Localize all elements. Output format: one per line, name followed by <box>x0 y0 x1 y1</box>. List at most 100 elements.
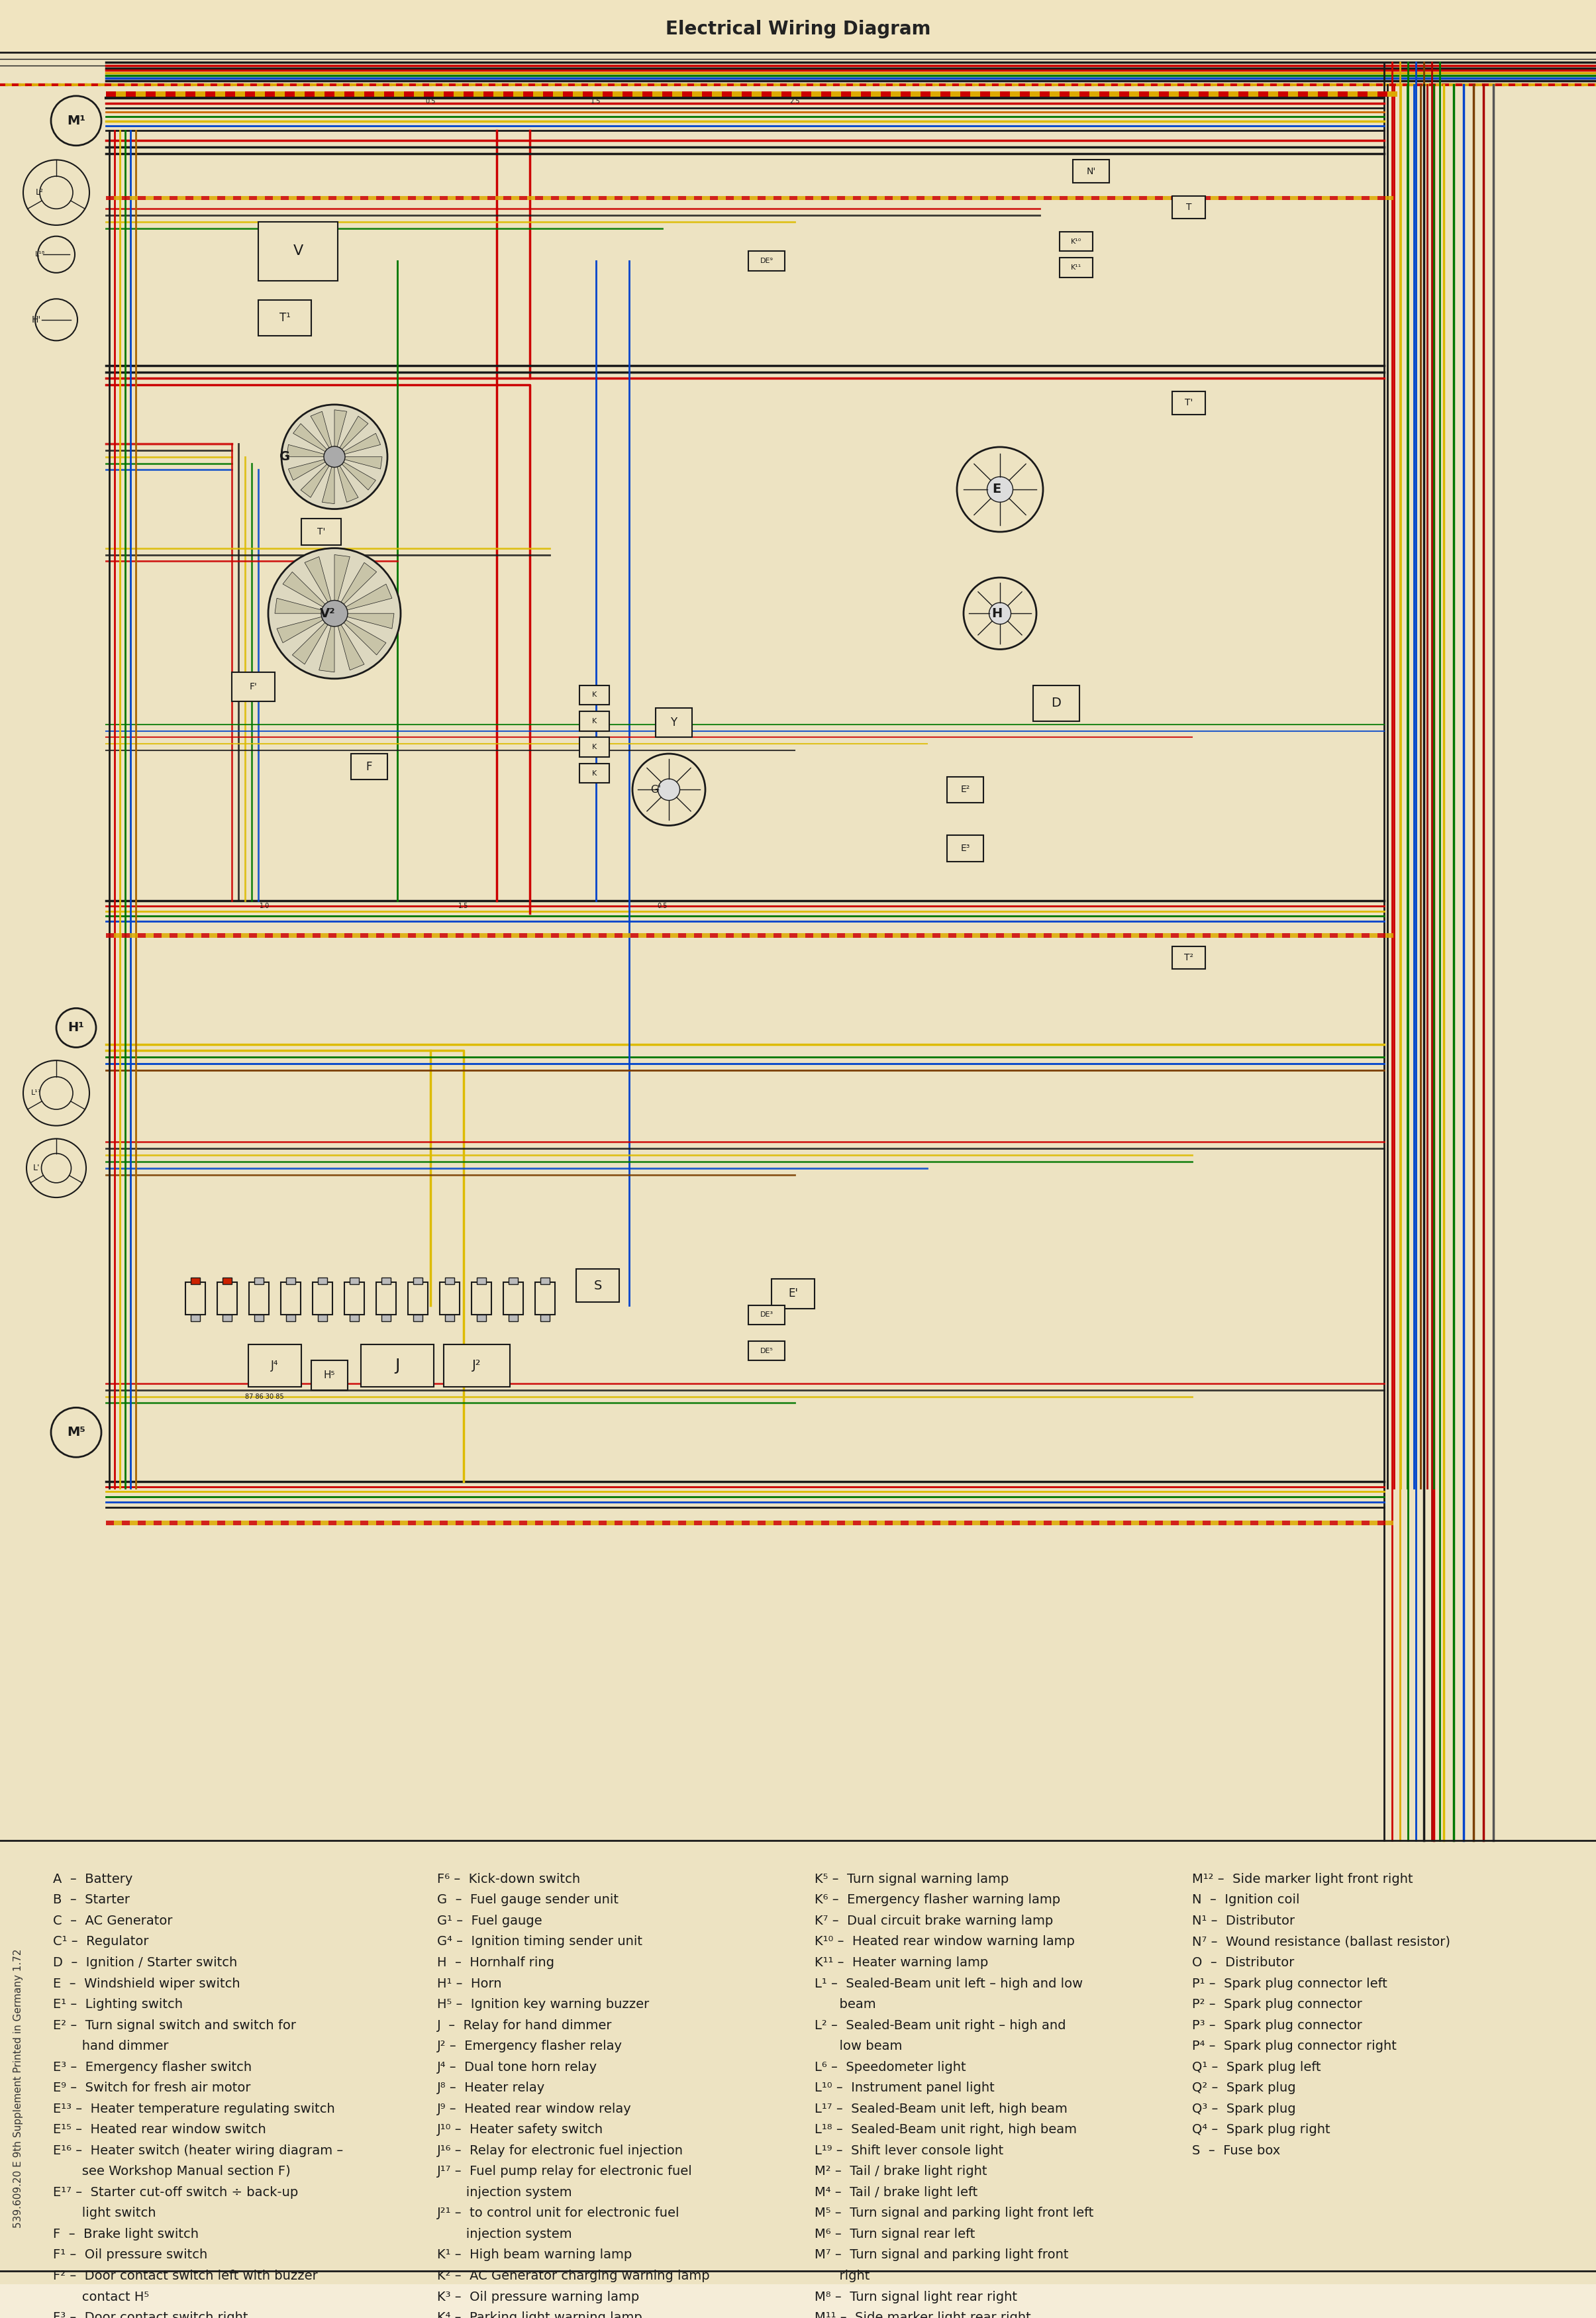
Bar <box>329 1521 337 1525</box>
Bar <box>447 1521 455 1525</box>
Bar <box>286 1277 295 1284</box>
Bar <box>484 90 493 97</box>
Bar <box>1226 195 1234 199</box>
Bar <box>1171 1521 1179 1525</box>
Bar <box>1290 934 1298 939</box>
Bar <box>337 195 345 199</box>
Bar <box>297 934 305 939</box>
Bar <box>353 1521 361 1525</box>
Bar <box>806 1521 814 1525</box>
Bar <box>1073 160 1109 183</box>
Bar <box>1377 195 1385 199</box>
Text: K: K <box>592 719 597 726</box>
Bar <box>851 90 860 97</box>
Bar <box>463 1521 471 1525</box>
Bar <box>225 90 235 97</box>
Text: 0.5: 0.5 <box>658 902 667 909</box>
Bar <box>361 195 369 199</box>
Bar <box>455 1521 463 1525</box>
Bar <box>169 1521 177 1525</box>
Bar <box>137 1521 145 1525</box>
Bar <box>1163 195 1171 199</box>
Text: J⁴: J⁴ <box>271 1361 279 1372</box>
Text: K: K <box>592 770 597 777</box>
Text: M⁶ –  Turn signal rear left: M⁶ – Turn signal rear left <box>814 2228 975 2242</box>
Bar <box>822 934 830 939</box>
Bar <box>1069 90 1079 97</box>
Bar <box>868 934 876 939</box>
Bar <box>249 1521 257 1525</box>
Bar <box>718 1521 726 1525</box>
Bar <box>771 90 782 97</box>
Polygon shape <box>335 554 350 600</box>
Bar <box>900 1521 908 1525</box>
Bar <box>166 90 176 97</box>
Bar <box>509 1314 517 1321</box>
Bar <box>1234 195 1242 199</box>
Bar <box>972 1521 980 1525</box>
Bar <box>361 934 369 939</box>
Bar <box>1189 90 1199 97</box>
Bar <box>1258 1521 1266 1525</box>
Bar <box>567 1521 575 1525</box>
Bar <box>519 195 527 199</box>
Bar <box>1258 934 1266 939</box>
Bar <box>972 195 980 199</box>
Bar <box>836 195 844 199</box>
Bar <box>1079 90 1090 97</box>
Bar <box>281 1521 289 1525</box>
Text: K¹ –  High beam warning lamp: K¹ – High beam warning lamp <box>437 2248 632 2262</box>
Bar <box>988 195 996 199</box>
Bar <box>121 934 129 939</box>
Bar <box>980 90 990 97</box>
Bar <box>393 934 401 939</box>
Bar <box>105 1521 113 1525</box>
Bar <box>479 195 487 199</box>
Bar <box>1234 934 1242 939</box>
Bar <box>265 934 273 939</box>
Bar <box>712 90 721 97</box>
Bar <box>884 934 892 939</box>
Bar <box>217 1521 225 1525</box>
Bar <box>361 1521 369 1525</box>
Text: Q³ –  Spark plug: Q³ – Spark plug <box>1192 2102 1296 2114</box>
Text: 2.5: 2.5 <box>790 97 800 104</box>
Bar <box>749 1342 785 1361</box>
Bar <box>169 195 177 199</box>
Bar <box>884 195 892 199</box>
Bar <box>733 90 742 97</box>
Bar <box>1229 90 1238 97</box>
Bar <box>487 1521 495 1525</box>
Bar <box>996 934 1004 939</box>
Bar <box>782 90 792 97</box>
Bar <box>766 195 774 199</box>
Text: right: right <box>814 2269 870 2283</box>
Bar <box>1288 90 1298 97</box>
Bar <box>1148 1521 1156 1525</box>
Bar <box>161 1521 169 1525</box>
Bar <box>758 195 766 199</box>
Bar <box>225 195 233 199</box>
Bar <box>153 195 161 199</box>
Bar <box>798 195 806 199</box>
Bar <box>598 934 606 939</box>
Bar <box>876 1521 884 1525</box>
Text: E: E <box>993 482 1001 496</box>
Bar <box>950 90 961 97</box>
Bar <box>1116 1521 1124 1525</box>
Bar <box>1100 195 1108 199</box>
Bar <box>830 1521 836 1525</box>
Bar <box>1187 195 1195 199</box>
Bar <box>527 195 535 199</box>
Bar <box>924 1521 932 1525</box>
Bar <box>1242 1521 1250 1525</box>
Bar <box>852 1521 860 1525</box>
Bar <box>1108 1521 1116 1525</box>
Bar <box>606 1521 614 1525</box>
Bar <box>495 195 503 199</box>
Bar <box>337 934 345 939</box>
Bar <box>1179 90 1189 97</box>
Bar <box>1108 934 1116 939</box>
Bar <box>940 1521 948 1525</box>
Text: DE⁵: DE⁵ <box>760 1347 772 1354</box>
